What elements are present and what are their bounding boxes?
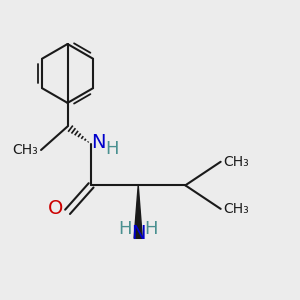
- Text: CH₃: CH₃: [224, 155, 249, 169]
- Text: N: N: [131, 224, 146, 243]
- Polygon shape: [134, 185, 142, 238]
- Text: CH₃: CH₃: [224, 202, 249, 216]
- Text: H: H: [145, 220, 158, 238]
- Text: H: H: [118, 220, 132, 238]
- Text: H: H: [106, 140, 119, 158]
- Text: CH₃: CH₃: [12, 143, 38, 157]
- Text: O: O: [48, 200, 64, 218]
- Text: N: N: [91, 133, 106, 152]
